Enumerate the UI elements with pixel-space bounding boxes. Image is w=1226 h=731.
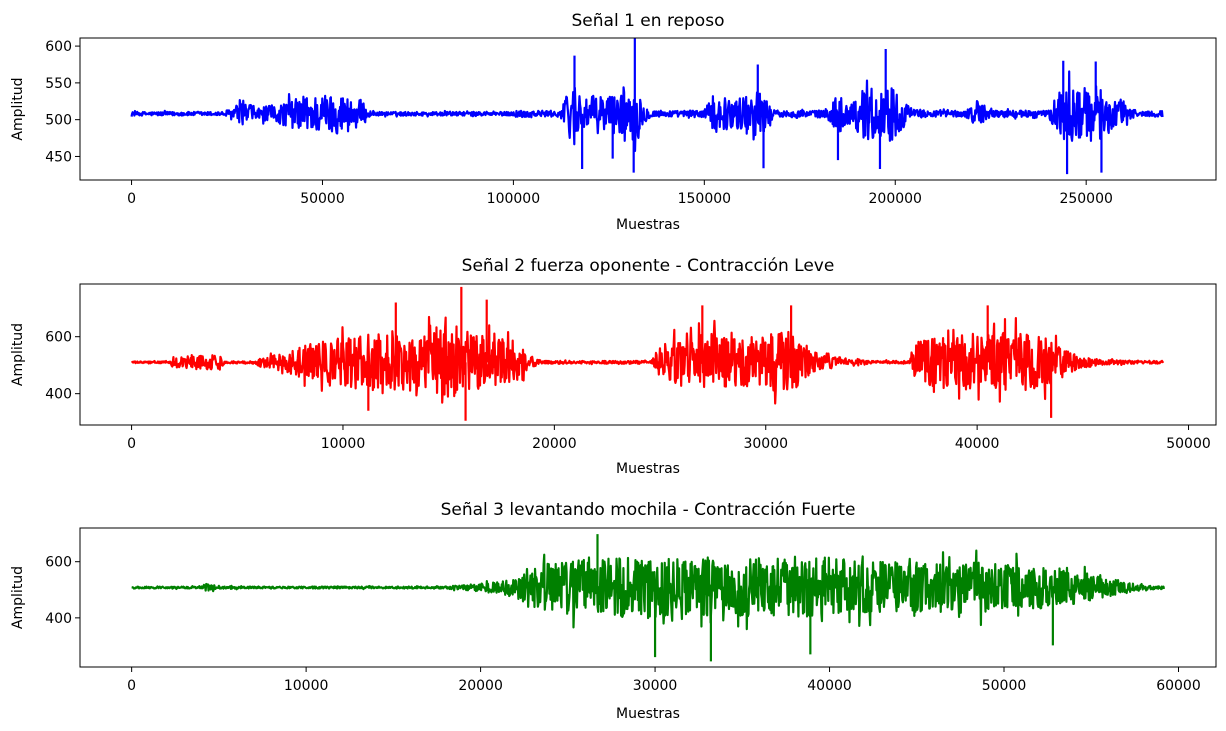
subplot-2-title: Señal 2 fuerza oponente - Contracción Le… <box>462 256 835 276</box>
x-tick-label: 50000 <box>300 191 345 207</box>
x-tick-label: 60000 <box>1156 678 1201 694</box>
x-tick-label: 0 <box>127 436 136 452</box>
plot-frame-2 <box>79 283 1217 426</box>
x-tick-label: 30000 <box>743 436 788 452</box>
y-tick-label: 600 <box>45 555 72 571</box>
x-tick-label: 30000 <box>633 678 678 694</box>
y-tick-label: 400 <box>45 611 72 627</box>
subplot-2-xlabel: Muestras <box>616 461 680 477</box>
x-tick-label: 150000 <box>678 191 731 207</box>
x-tick-label: 40000 <box>955 436 1000 452</box>
y-tick-label: 600 <box>45 330 72 346</box>
y-tick-label: 550 <box>45 76 72 92</box>
x-tick-label: 100000 <box>487 191 540 207</box>
subplot-1: Señal 1 en reposo Muestras Amplitud 0 500… <box>10 11 1217 233</box>
x-tick-label: 10000 <box>284 678 329 694</box>
plot-frame-3 <box>79 527 1217 668</box>
subplot-2: Señal 2 fuerza oponente - Contracción Le… <box>10 256 1217 477</box>
subplot-2-ylabel: Amplitud <box>10 323 26 386</box>
x-tick-label: 20000 <box>532 436 577 452</box>
subplot-3-title: Señal 3 levantando mochila - Contracción… <box>441 500 856 520</box>
signal-line-3 <box>131 534 1166 662</box>
subplot-1-xlabel: Muestras <box>616 217 680 233</box>
subplot-3-ylabel: Amplitud <box>10 566 26 629</box>
y-tick-label: 400 <box>45 387 72 403</box>
y-tick-label: 500 <box>45 113 72 129</box>
x-tick-label: 50000 <box>982 678 1027 694</box>
subplot-1-ylabel: Amplitud <box>10 77 26 140</box>
y-tick-label: 600 <box>45 39 72 55</box>
signal-line-2 <box>130 286 1165 421</box>
x-tick-label: 10000 <box>321 436 366 452</box>
x-tick-label: 20000 <box>458 678 503 694</box>
subplot-3-xlabel: Muestras <box>616 706 680 722</box>
x-tick-label: 40000 <box>807 678 852 694</box>
y-tick-label: 450 <box>45 149 72 165</box>
x-tick-label: 200000 <box>869 191 922 207</box>
x-tick-label: 0 <box>127 191 136 207</box>
signal-line-1 <box>130 38 1164 175</box>
x-tick-label: 250000 <box>1059 191 1112 207</box>
plot-frame-1 <box>79 37 1217 181</box>
subplot-1-title: Señal 1 en reposo <box>572 11 725 31</box>
subplot-3: Señal 3 levantando mochila - Contracción… <box>10 500 1217 722</box>
x-tick-label: 0 <box>127 678 136 694</box>
x-tick-label: 50000 <box>1166 436 1211 452</box>
